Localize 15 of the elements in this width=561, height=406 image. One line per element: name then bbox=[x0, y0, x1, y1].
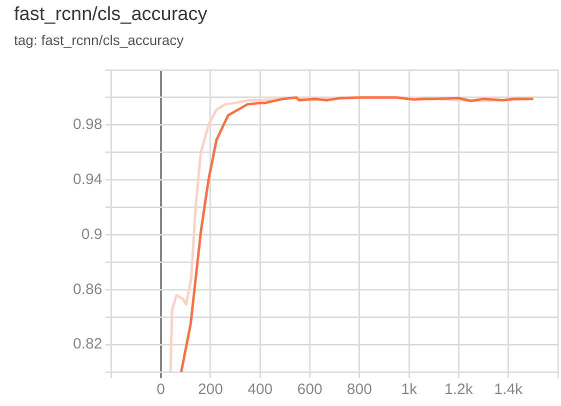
x-tick-label: 1.4k bbox=[494, 381, 524, 398]
x-tick-label: 600 bbox=[297, 381, 322, 398]
y-tick-label: 0.82 bbox=[72, 336, 102, 353]
x-tick-label: 1k bbox=[401, 381, 418, 398]
x-tick-label: 800 bbox=[346, 381, 372, 398]
x-tick-label: 1.2k bbox=[444, 381, 474, 398]
chart-title: fast_rcnn/cls_accuracy bbox=[14, 4, 208, 26]
x-tick-label: 0 bbox=[156, 381, 166, 398]
chart-subtitle: tag: fast_rcnn/cls_accuracy bbox=[14, 32, 184, 48]
x-tick-label: 200 bbox=[198, 381, 223, 398]
y-tick-label: 0.9 bbox=[81, 226, 102, 243]
y-tick-label: 0.94 bbox=[72, 170, 102, 188]
y-tick-label: 0.86 bbox=[72, 280, 102, 298]
y-tick-label: 0.98 bbox=[72, 116, 102, 134]
x-tick-label: 400 bbox=[248, 381, 273, 398]
